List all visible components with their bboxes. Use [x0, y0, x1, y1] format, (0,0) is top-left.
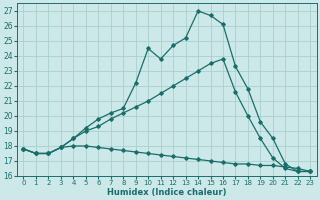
X-axis label: Humidex (Indice chaleur): Humidex (Indice chaleur): [107, 188, 227, 197]
